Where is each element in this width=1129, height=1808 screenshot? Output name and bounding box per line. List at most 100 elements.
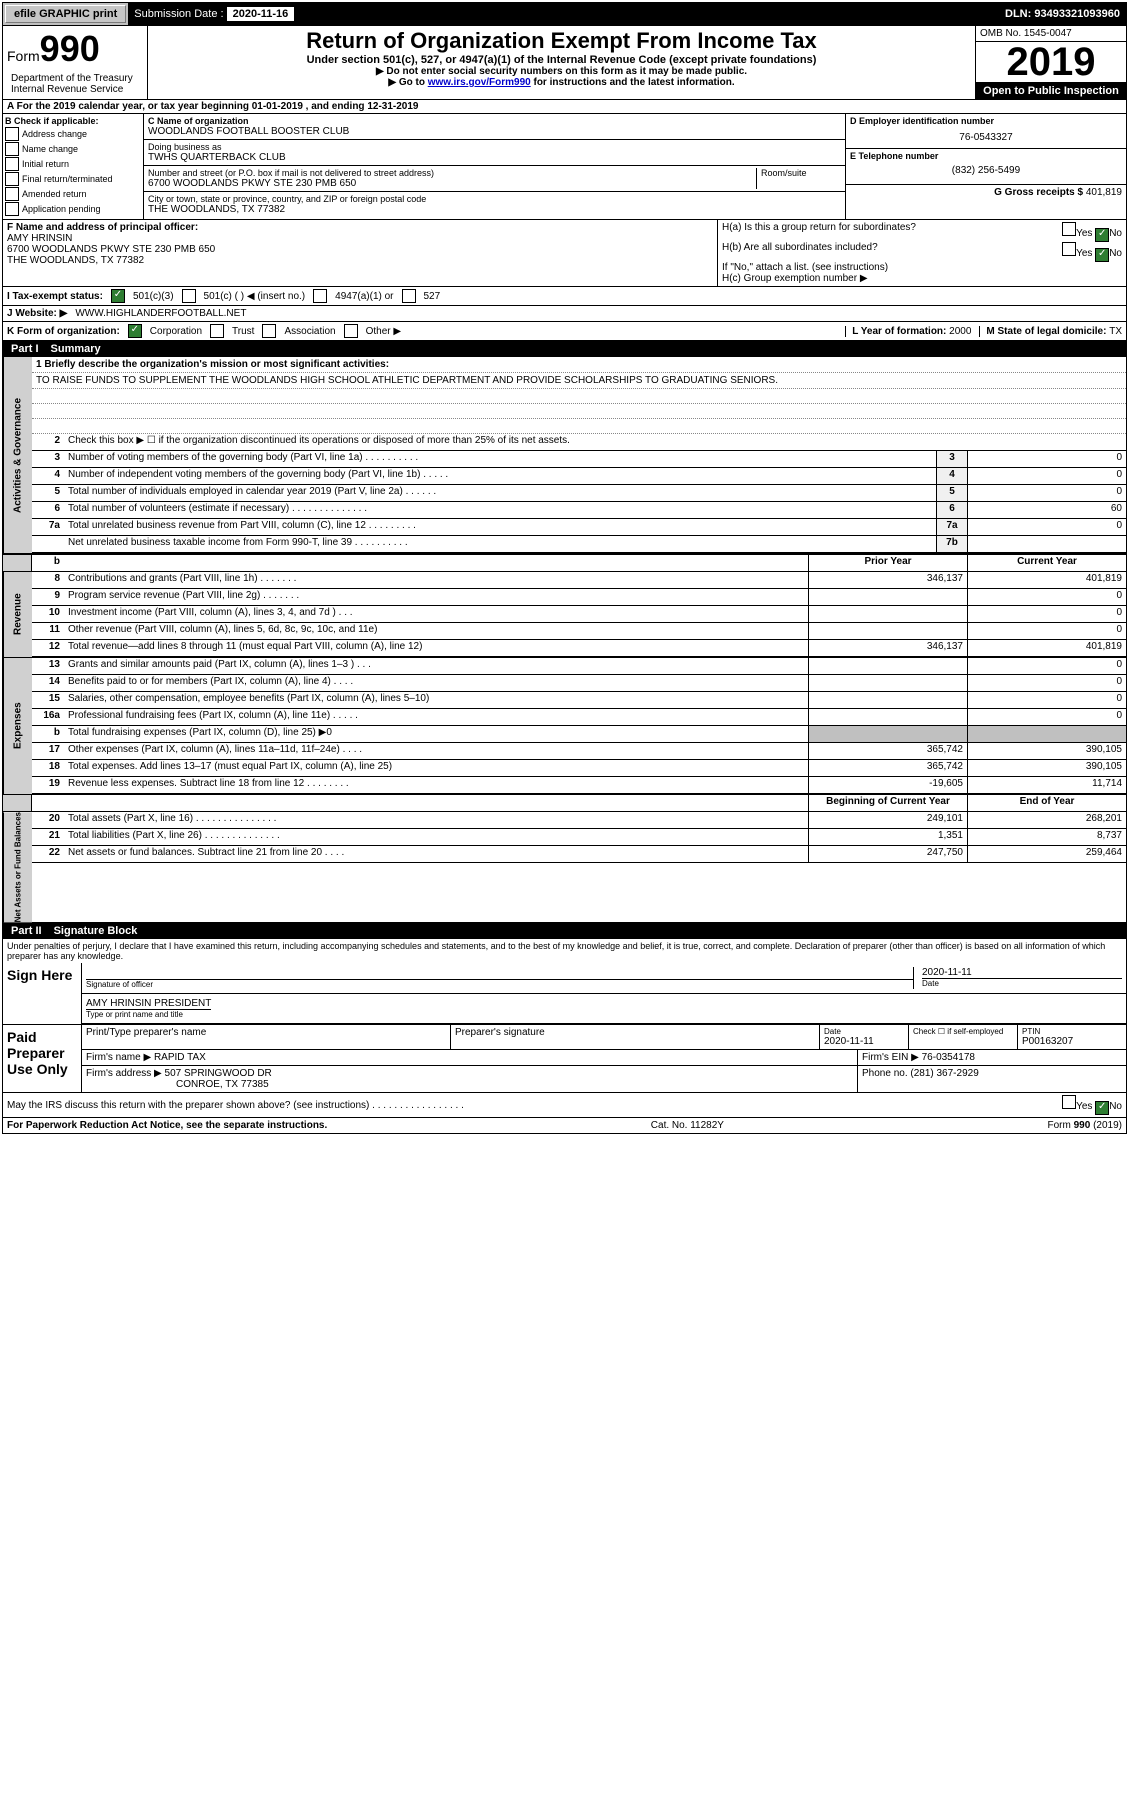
section-b-label: B Check if applicable: <box>5 116 141 126</box>
row-text: Other expenses (Part IX, column (A), lin… <box>64 743 808 759</box>
summary-row: 3Number of voting members of the governi… <box>32 451 1126 468</box>
tax-year: 2019 <box>976 42 1126 83</box>
signer-name: AMY HRINSIN PRESIDENT <box>86 998 211 1009</box>
discuss-no-checkbox[interactable]: ✓ <box>1095 1101 1109 1115</box>
instr2-pre: ▶ Go to <box>388 77 427 88</box>
ein-section: D Employer identification number 76-0543… <box>846 114 1126 149</box>
row-prior: 249,101 <box>808 812 967 828</box>
blank-line-1 <box>32 389 1126 404</box>
hb-no-checkbox[interactable]: ✓ <box>1095 248 1109 262</box>
i-527-checkbox[interactable] <box>402 289 416 303</box>
row-text: Program service revenue (Part VIII, line… <box>64 589 808 605</box>
b-checkbox[interactable] <box>5 157 19 171</box>
sig-officer-label: Signature of officer <box>86 979 913 989</box>
side-revenue: Revenue <box>3 572 32 657</box>
row-text: Professional fundraising fees (Part IX, … <box>64 709 808 725</box>
row-value: 60 <box>967 502 1126 518</box>
row-current: 390,105 <box>967 743 1126 759</box>
dba-label: Doing business as <box>148 142 841 152</box>
b-check-line: Initial return <box>5 157 141 171</box>
signer-name-label: Type or print name and title <box>86 1009 211 1019</box>
paid-preparer-row: Paid Preparer Use Only Print/Type prepar… <box>3 1025 1126 1093</box>
line-b: b <box>32 555 64 571</box>
row-box: 6 <box>936 502 967 518</box>
f-name: AMY HRINSIN <box>7 233 713 244</box>
ha-no-checkbox[interactable]: ✓ <box>1095 228 1109 242</box>
prep-sig-label: Preparer's signature <box>451 1025 820 1049</box>
summary-row: 4Number of independent voting members of… <box>32 468 1126 485</box>
org-name-label: C Name of organization <box>148 116 841 126</box>
row-text: Revenue less expenses. Subtract line 18 … <box>64 777 808 793</box>
row-text: Number of voting members of the governin… <box>64 451 936 467</box>
b-check-label: Address change <box>22 129 87 139</box>
row-text: Grants and similar amounts paid (Part IX… <box>64 658 808 674</box>
side-net-assets: Net Assets or Fund Balances <box>3 812 32 922</box>
row-text: Total number of individuals employed in … <box>64 485 936 501</box>
irs-link[interactable]: www.irs.gov/Form990 <box>428 77 531 88</box>
no-label-2: No <box>1109 248 1122 259</box>
b-checkbox[interactable] <box>5 202 19 216</box>
b-check-line: Amended return <box>5 187 141 201</box>
summary-row: 5Total number of individuals employed in… <box>32 485 1126 502</box>
form-id-box: Form990 Department of the Treasury Inter… <box>3 26 148 99</box>
b-checkbox[interactable] <box>5 187 19 201</box>
i-501c-checkbox[interactable] <box>182 289 196 303</box>
phone-section: E Telephone number (832) 256-5499 <box>846 149 1126 184</box>
row-text: Number of independent voting members of … <box>64 468 936 484</box>
discuss-row: May the IRS discuss this return with the… <box>3 1093 1126 1118</box>
k-other-checkbox[interactable] <box>344 324 358 338</box>
org-name: WOODLANDS FOOTBALL BOOSTER CLUB <box>148 126 841 137</box>
row-current: 0 <box>967 675 1126 691</box>
summary-row: 15Salaries, other compensation, employee… <box>32 692 1126 709</box>
row-text: Other revenue (Part VIII, column (A), li… <box>64 623 808 639</box>
row-j: J Website: ▶ WWW.HIGHLANDERFOOTBALL.NET <box>3 306 1126 322</box>
row-value: 0 <box>967 519 1126 535</box>
top-bar-fill: Submission Date : 2020-11-16 DLN: 934933… <box>128 3 1126 25</box>
blank-line-2 <box>32 404 1126 419</box>
paid-preparer-label: Paid Preparer Use Only <box>3 1025 81 1092</box>
discuss-yes-checkbox[interactable] <box>1062 1095 1076 1109</box>
k-trust-checkbox[interactable] <box>210 324 224 338</box>
prep-phone: (281) 367-2929 <box>910 1068 978 1079</box>
summary-row: 7aTotal unrelated business revenue from … <box>32 519 1126 536</box>
k-assoc-checkbox[interactable] <box>262 324 276 338</box>
sign-date: 2020-11-11 <box>922 967 1122 978</box>
line2-num: 2 <box>32 434 64 450</box>
row-value <box>967 536 1126 552</box>
i-501c3-checkbox[interactable]: ✓ <box>111 289 125 303</box>
dln-label: DLN: <box>1005 8 1034 20</box>
phone-label: E Telephone number <box>850 151 1122 161</box>
k-corp-checkbox[interactable]: ✓ <box>128 324 142 338</box>
k-opt-trust: Trust <box>232 326 254 337</box>
row-i: I Tax-exempt status: ✓ 501(c)(3) 501(c) … <box>3 287 1126 306</box>
header-instr-1: ▶ Do not enter social security numbers o… <box>152 66 971 77</box>
b-checkbox[interactable] <box>5 127 19 141</box>
ha-yes-checkbox[interactable] <box>1062 222 1076 236</box>
b-checkbox[interactable] <box>5 142 19 156</box>
row-current: 0 <box>967 692 1126 708</box>
i-4947-checkbox[interactable] <box>313 289 327 303</box>
addr-value: 6700 WOODLANDS PKWY STE 230 PMB 650 <box>148 178 756 189</box>
summary-row: 10Investment income (Part VIII, column (… <box>32 606 1126 623</box>
prep-print-label: Print/Type preparer's name <box>82 1025 451 1049</box>
row-num: 8 <box>32 572 64 588</box>
row-num: 16a <box>32 709 64 725</box>
b-check-line: Application pending <box>5 202 141 216</box>
row-box: 4 <box>936 468 967 484</box>
hb-note: If "No," attach a list. (see instruction… <box>722 262 1122 273</box>
discuss-text: May the IRS discuss this return with the… <box>7 1100 464 1111</box>
row-num: 17 <box>32 743 64 759</box>
b-checkbox[interactable] <box>5 172 19 186</box>
k-opt-corp: Corporation <box>150 326 202 337</box>
form-label: Form <box>7 48 40 64</box>
efile-print-button[interactable]: efile GRAPHIC print <box>5 5 126 23</box>
part-1-label: Part I <box>11 343 39 355</box>
row-box: 3 <box>936 451 967 467</box>
row-prior <box>808 623 967 639</box>
col-de: D Employer identification number 76-0543… <box>846 114 1126 219</box>
hc-label: H(c) Group exemption number ▶ <box>722 273 1122 284</box>
summary-row: 16aProfessional fundraising fees (Part I… <box>32 709 1126 726</box>
col-end-year: End of Year <box>967 795 1126 811</box>
hb-yes-checkbox[interactable] <box>1062 242 1076 256</box>
phone-value: (832) 256-5499 <box>850 161 1122 176</box>
